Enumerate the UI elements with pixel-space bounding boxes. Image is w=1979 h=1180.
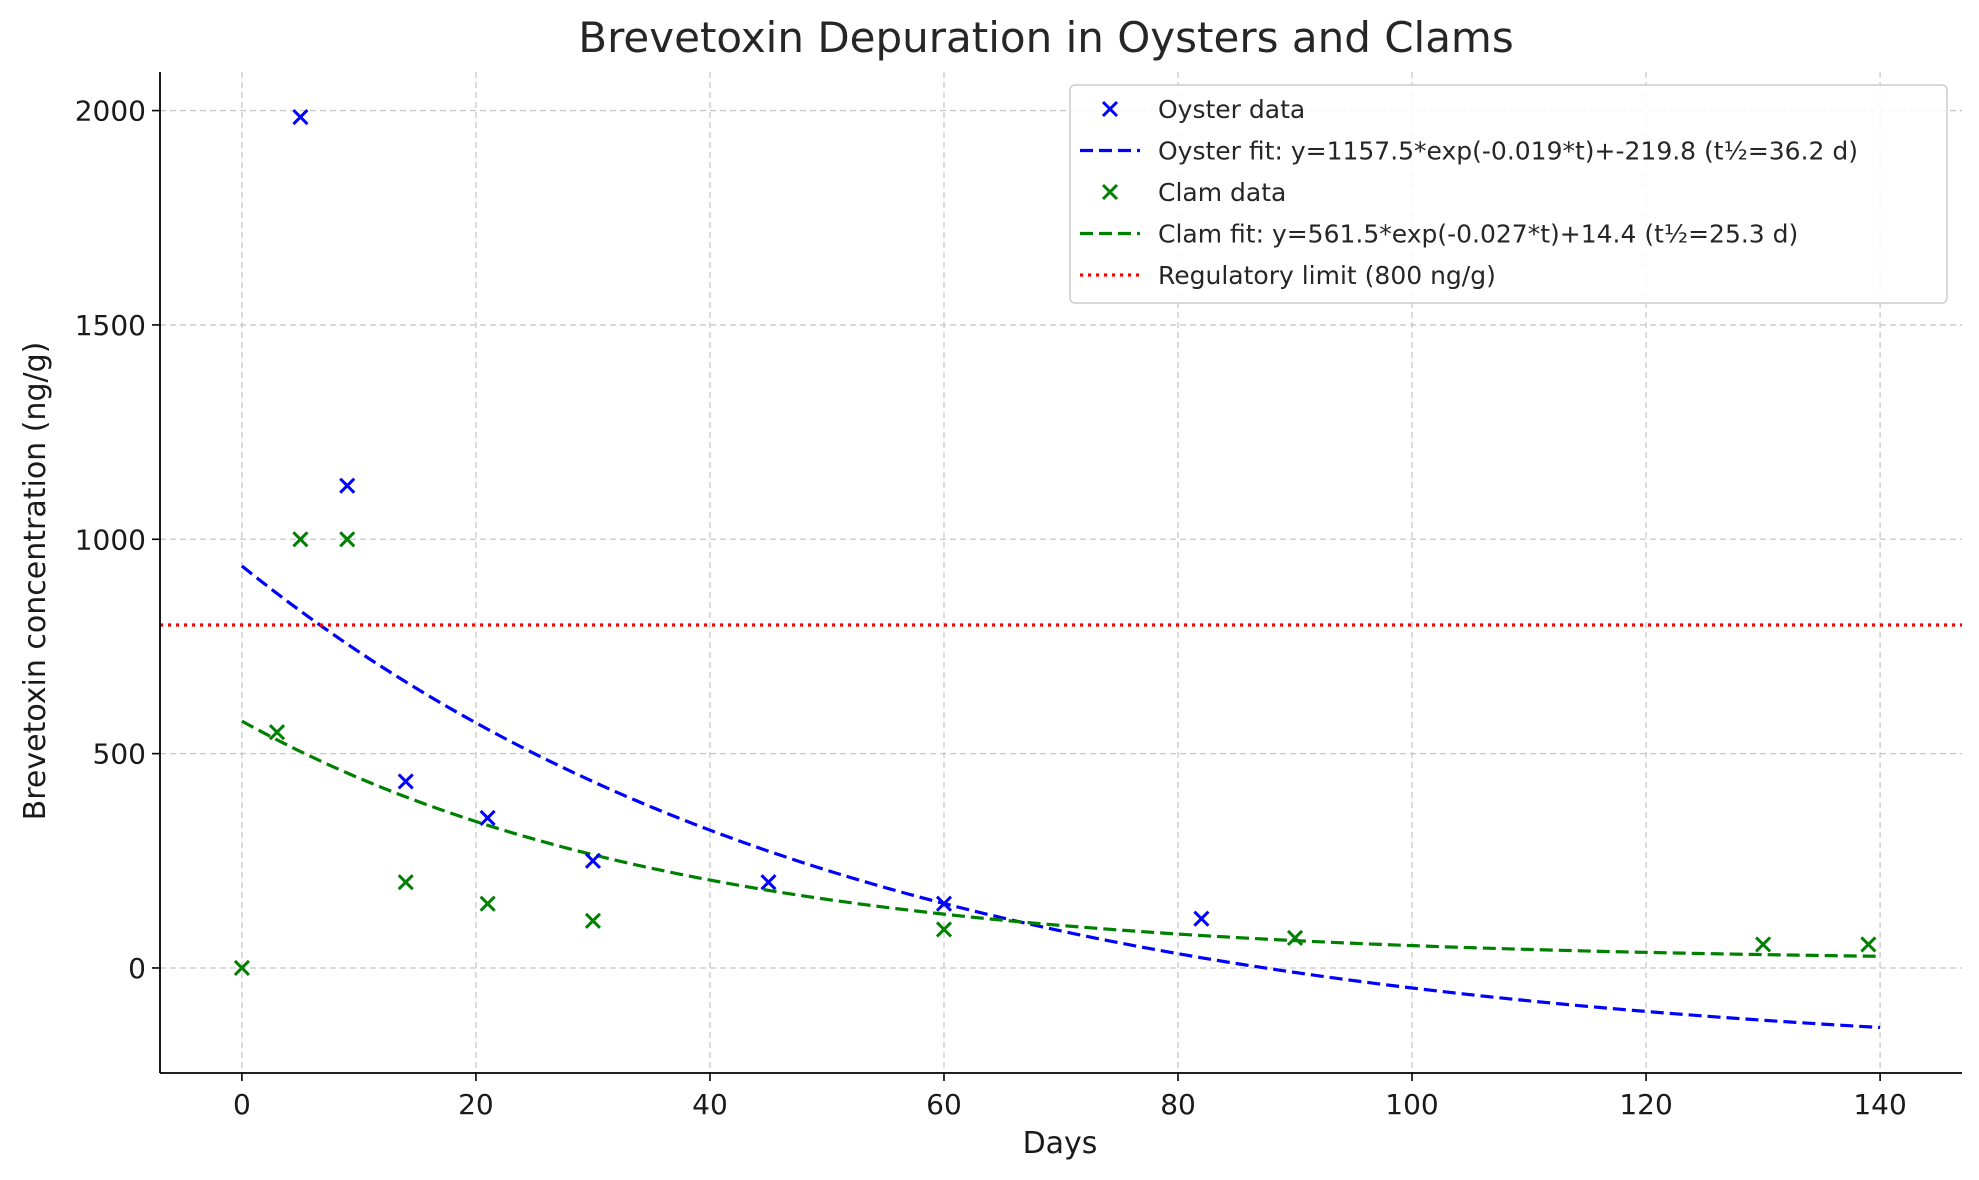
x-tick-label: 120	[1619, 1088, 1672, 1121]
fit-line-1	[242, 566, 1880, 1028]
y-tick-label: 1500	[75, 309, 146, 342]
x-tick-label: 60	[926, 1088, 962, 1121]
data-point	[1194, 912, 1208, 926]
data-point	[481, 811, 495, 825]
x-tick-label: 0	[233, 1088, 251, 1121]
y-axis-title: Brevetoxin concentration (ng/g)	[18, 342, 53, 821]
data-point	[1288, 931, 1302, 945]
y-tick-label: 1000	[75, 523, 146, 556]
legend: Oyster data Oyster fit: y=1157.5*exp(-0.0…	[1070, 85, 1947, 303]
y-tick-label: 0	[128, 952, 146, 985]
x-axis-title: Days	[1023, 1126, 1098, 1161]
fit-line-3	[242, 721, 1880, 956]
data-point	[586, 854, 600, 868]
data-point	[399, 774, 413, 788]
x-tick-label: 40	[692, 1088, 728, 1121]
chart-title: Brevetoxin Depuration in Oysters and Cla…	[578, 13, 1513, 62]
legend-label: Clam fit: y=561.5*exp(-0.027*t)+14.4 (t½…	[1158, 220, 1798, 249]
data-point	[1861, 937, 1875, 951]
legend-label: Oyster fit: y=1157.5*exp(-0.019*t)+-219.…	[1158, 137, 1858, 166]
legend-label: Regulatory limit (800 ng/g)	[1158, 261, 1496, 290]
x-tick-label: 80	[1160, 1088, 1196, 1121]
data-point	[399, 875, 413, 889]
data-point	[340, 479, 354, 493]
x-tick-label: 140	[1853, 1088, 1906, 1121]
y-tick-label: 2000	[75, 95, 146, 128]
data-point	[270, 725, 284, 739]
data-point	[481, 897, 495, 911]
legend-entry: Clam fit: y=561.5*exp(-0.027*t)+14.4 (t½…	[1080, 220, 1798, 249]
x-axis-ticks: 0 20 40 60 80 100 120 140	[233, 1073, 1907, 1121]
legend-entry: Oyster fit: y=1157.5*exp(-0.019*t)+-219.…	[1080, 137, 1858, 166]
y-tick-label: 500	[93, 738, 146, 771]
x-tick-label: 100	[1385, 1088, 1438, 1121]
data-point	[586, 914, 600, 928]
data-point	[293, 110, 307, 124]
data-point	[1756, 937, 1770, 951]
legend-label: Oyster data	[1158, 95, 1305, 124]
data-point	[761, 875, 775, 889]
y-axis-ticks: 0 500 1000 1500 2000	[75, 95, 160, 985]
x-tick-label: 20	[458, 1088, 494, 1121]
legend-label: Clam data	[1158, 178, 1286, 207]
